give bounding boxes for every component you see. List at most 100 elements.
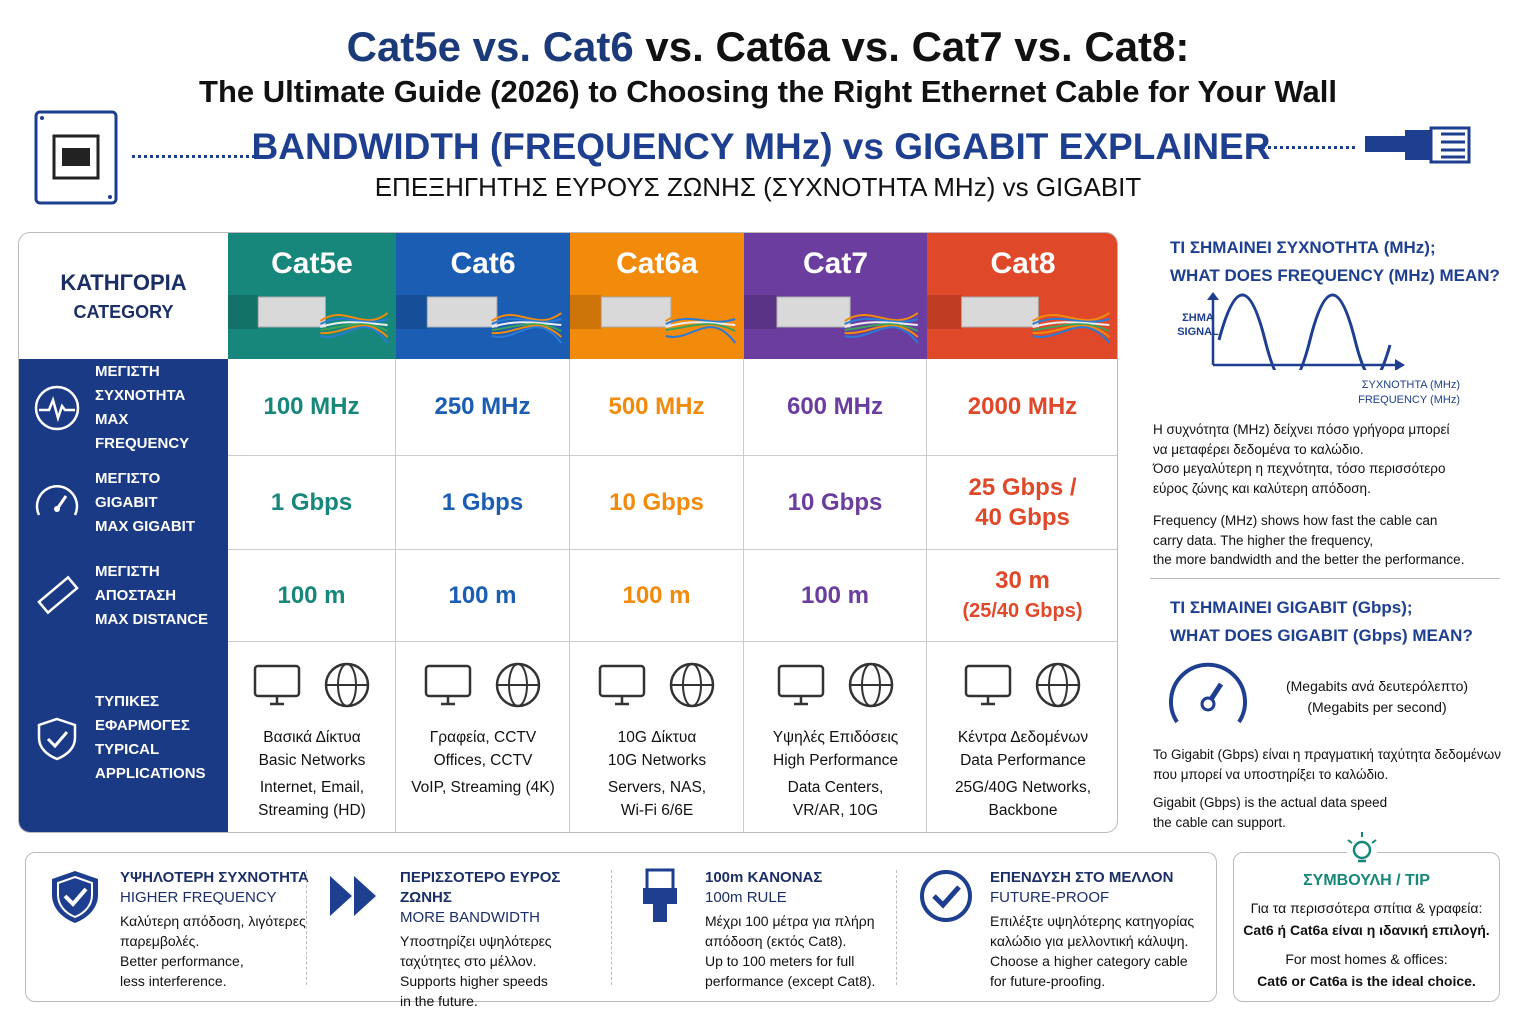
title-rest: vs. Cat6a vs. Cat7 vs. Cat8: <box>633 23 1190 70</box>
row-header: ΜΕΓΙΣΤΟ GIGABIT MAX GIGABIT <box>19 456 228 551</box>
app-icon-svg <box>964 664 1012 706</box>
app-icon <box>597 660 647 710</box>
app-line: Κέντρα Δεδομένων <box>957 729 1089 746</box>
frequency-text-gr: Η συχνότητα (MHz) δείχνει πόσο γρήγορα μ… <box>1153 420 1513 498</box>
gauge-label: (Megabits ανά δευτερόλεπτο) (Megabits per… <box>1262 676 1492 718</box>
app-line: Wi-Fi 6/6E <box>620 802 694 819</box>
tip-text: Για τα περισσότερα σπίτια & γραφεία: Cat6… <box>1233 898 1500 992</box>
app-line: 10G Δίκτυα <box>617 729 697 746</box>
cable-image <box>927 273 1117 359</box>
row-icon-svg <box>34 385 80 430</box>
app-icon <box>322 660 372 710</box>
gigabit-text-en-line: the cable can support. <box>1153 814 1286 830</box>
column-name: Cat8 <box>990 247 1056 280</box>
dotted-line <box>1255 146 1355 149</box>
app-icon-svg <box>253 664 301 706</box>
app-line: VR/AR, 10G <box>792 802 879 819</box>
cable-image-svg <box>396 295 563 344</box>
feature-title: 100m ΚΑΝΟΝΑΣ <box>705 869 823 886</box>
app-line: Offices, CCTV <box>433 752 533 769</box>
gigabit-text-gr-line: Το Gigabit (Gbps) είναι η πραγματική ταχ… <box>1153 747 1501 762</box>
row-label-line: MAX FREQUENCY <box>95 410 190 452</box>
signal-label: ΣΗΜΑ SIGNAL <box>1168 311 1228 339</box>
row-label-line: ΜΕΓΙΣΤΟ GIGABIT <box>95 470 161 511</box>
feature-line: less interference. <box>120 973 227 989</box>
feature-title: MORE BANDWIDTH <box>400 909 540 926</box>
cell-value: 40 Gbps <box>975 503 1070 531</box>
app-line: Internet, Email, <box>259 779 365 796</box>
row-icon-svg <box>37 717 77 761</box>
column-name: Cat7 <box>802 247 869 280</box>
features-box <box>25 852 1217 1002</box>
app-text: Υψηλές Επιδόσεις High Performance Data Cen… <box>744 726 927 822</box>
gigabit-title-line: WHAT DOES GIGABIT (Gbps) MEAN? <box>1170 626 1473 645</box>
table-cell: 100 MHz <box>228 359 396 456</box>
app-line: Γραφεία, CCTV <box>429 729 537 746</box>
column-name: Cat5e <box>271 247 353 280</box>
column-header: Cat8 <box>927 233 1117 359</box>
feature: ΠΕΡΙΣΣΟΤΕΡΟ ΕΥΡΟΣ ΖΩΝΗΣ MORE BANDWIDTH Υπο… <box>400 868 615 1011</box>
table-cell: Κέντρα Δεδομένων Data Performance 25G/40G … <box>927 642 1117 832</box>
table-cell: 100 m <box>228 550 396 642</box>
cell-value: 1 Gbps <box>270 488 353 516</box>
feature: 100m ΚΑΝΟΝΑΣ 100m RULE Μέχρι 100 μέτρα για… <box>705 868 920 991</box>
cable-image <box>744 273 927 359</box>
column-header: Cat6 <box>396 233 571 359</box>
app-icon-svg <box>669 662 715 708</box>
gigabit-text-gr: Το Gigabit (Gbps) είναι η πραγματική ταχ… <box>1153 745 1513 784</box>
cable-image <box>228 273 396 359</box>
frequency-text-en-line: the more bandwidth and the better the pe… <box>1153 552 1465 567</box>
table-cell: 250 MHz <box>396 359 570 456</box>
gigabit-title: ΤΙ ΣΗΜΑΙΝΕΙ GIGABIT (Gbps); WHAT DOES GIG… <box>1170 594 1530 650</box>
cell-value: 2000 MHz <box>967 393 1078 420</box>
app-line: Βασικά Δίκτυα <box>263 729 361 746</box>
app-line: Data Performance <box>960 752 1086 769</box>
row-label-line: MAX DISTANCE <box>95 611 209 628</box>
table-cell: Βασικά Δίκτυα Basic Networks Internet, Ema… <box>228 642 396 832</box>
feature-line: Better performance, <box>120 953 244 969</box>
app-line: 25G/40G Networks, <box>954 779 1092 796</box>
title: Cat5e vs. Cat6 vs. Cat6a vs. Cat7 vs. Ca… <box>0 22 1536 72</box>
dotted-line <box>132 155 267 158</box>
table-cell: 600 MHz <box>744 359 927 456</box>
table-cell: 25 Gbps /40 Gbps <box>927 456 1117 550</box>
app-icon-svg <box>777 664 824 706</box>
tip-line: Cat6 ή Cat6a είναι η ιδανική επιλογή. <box>1243 921 1490 938</box>
gigabit-title-line: ΤΙ ΣΗΜΑΙΝΕΙ GIGABIT (Gbps); <box>1170 598 1413 617</box>
gigabit-text-en: Gigabit (Gbps) is the actual data speed t… <box>1153 793 1513 832</box>
signal-graph-svg <box>1207 292 1405 387</box>
category-header-en: CATEGORY <box>73 301 174 322</box>
cable-plug-icon <box>1365 126 1471 164</box>
row-label-line: MAX GIGABIT <box>95 518 195 535</box>
app-icon-svg <box>848 662 893 708</box>
feature-icon-svg <box>920 870 972 922</box>
cable-image-svg <box>570 295 737 344</box>
feature-icon <box>328 868 384 926</box>
table-cell: 1 Gbps <box>396 456 570 550</box>
column-name: Cat6a <box>616 247 698 280</box>
app-icon-svg <box>424 664 472 706</box>
table-cell: 10 Gbps <box>570 456 744 550</box>
tip-title: ΣΥΜΒΟΥΛΗ / TIP <box>1303 872 1430 889</box>
subtitle: The Ultimate Guide (2026) to Choosing th… <box>199 74 1337 109</box>
banner-gr: ΕΠΕΞΗΓΗΤΗΣ ΕΥΡΟΥΣ ΖΩΝΗΣ (ΣΥΧΝΟΤΗΤΑ MHz) … <box>374 172 1142 202</box>
frequency-text-gr-line: Όσο μεγαλύτερη η πεχνότητα, τόσο περισσό… <box>1153 461 1446 476</box>
feature: ΥΨΗΛΟΤΕΡΗ ΣΥΧΝΟΤΗΤΑ HIGHER FREQUENCY Καλύτ… <box>120 868 335 991</box>
frequency-title-line: ΤΙ ΣΗΜΑΙΝΕΙ ΣΥΧΝΟΤΗΤΑ (MHz); <box>1170 238 1436 257</box>
table-cell: Γραφεία, CCTV Offices, CCTV VoIP, Streamin… <box>396 642 570 832</box>
feature-line: καλώδιο για μελλοντική κάλυψη. <box>990 933 1189 949</box>
app-icon <box>252 660 302 710</box>
row-label-line: ΤΥΠΙΚΕΣ ΕΦΑΡΜΟΓΕΣ <box>95 693 190 734</box>
feature-icon-svg <box>52 871 98 923</box>
signal-label-line: SIGNAL <box>1177 326 1219 338</box>
app-icon <box>493 660 543 710</box>
app-icon <box>1033 660 1083 710</box>
feature-title: FUTURE-PROOF <box>990 889 1110 906</box>
feature-line: Up to 100 meters for full <box>705 953 855 969</box>
row-label: ΜΕΓΙΣΤΗ ΑΠΟΣΤΑΣΗ MAX DISTANCE <box>95 550 225 642</box>
row-icon <box>33 479 81 527</box>
app-line: Υψηλές Επιδόσεις <box>772 729 899 746</box>
row-header: ΜΕΓΙΣΤΗ ΑΠΟΣΤΑΣΗ MAX DISTANCE <box>19 550 228 643</box>
feature-line: Επιλέξτε υψηλότερης κατηγορίας <box>990 913 1195 929</box>
app-icon <box>776 660 826 710</box>
